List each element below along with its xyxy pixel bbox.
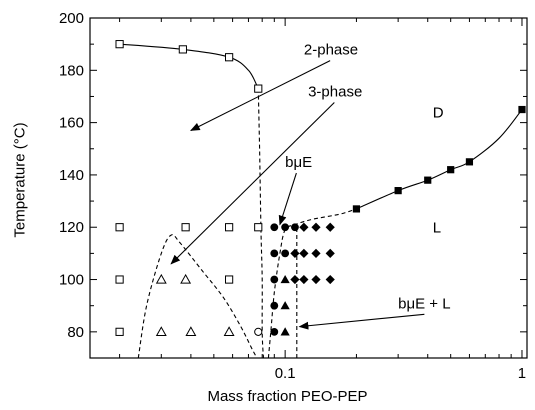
- filled-diamond-marker: [325, 222, 335, 232]
- open-triangle-marker: [155, 273, 167, 284]
- filled-circle-marker: [270, 249, 279, 258]
- open-square-marker: [254, 84, 263, 93]
- filled-diamond-marker: [299, 274, 309, 285]
- annotation-label: bμE + L: [398, 295, 450, 312]
- open-square-marker: [115, 275, 124, 284]
- filled-diamond-marker: [299, 248, 309, 258]
- filled-circle-marker: [270, 301, 279, 310]
- filled-square-marker: [518, 105, 526, 114]
- filled-circle-marker: [291, 223, 299, 232]
- filled-square-marker: [465, 158, 474, 166]
- open-square-marker: [115, 223, 124, 232]
- y-tick-label: 140: [59, 167, 84, 184]
- filled-diamond-marker: [311, 248, 321, 258]
- filled-diamond-marker: [311, 274, 321, 285]
- y-tick-label: 180: [59, 62, 84, 79]
- x-tick-label: 1: [518, 365, 526, 382]
- phase-boundary-curve: [137, 234, 258, 359]
- phase-boundary-curve: [356, 109, 523, 210]
- filled-diamond-marker: [299, 222, 309, 232]
- y-tick-label: 120: [59, 219, 84, 236]
- filled-square-marker: [424, 176, 432, 184]
- open-square-marker: [115, 40, 124, 49]
- annotation-label: 3-phase: [308, 83, 362, 100]
- x-axis-label: Mass fraction PEO-PEP: [207, 388, 368, 405]
- filled-circle-marker: [270, 275, 279, 284]
- annotation-label: D: [433, 104, 444, 121]
- filled-triangle-marker: [280, 301, 290, 310]
- open-triangle-marker: [180, 273, 192, 284]
- x-tick-label: 0.1: [275, 365, 296, 382]
- y-tick-label: 200: [59, 10, 84, 27]
- open-triangle-marker: [185, 326, 197, 336]
- open-square-marker: [254, 223, 263, 232]
- filled-square-marker: [394, 187, 402, 195]
- filled-square-marker: [447, 166, 455, 174]
- annotation-arrow: [278, 172, 297, 226]
- open-circle-marker: [254, 327, 263, 336]
- filled-diamond-marker: [311, 222, 321, 232]
- phase-boundary-curve: [267, 208, 357, 359]
- open-triangle-marker: [155, 326, 167, 336]
- filled-square-marker: [352, 205, 361, 213]
- y-tick-label: 100: [59, 272, 84, 289]
- filled-diamond-marker: [290, 274, 300, 285]
- annotation-arrow: [190, 60, 331, 131]
- filled-circle-marker: [270, 223, 279, 232]
- open-square-marker: [225, 53, 234, 62]
- phase-boundary-curve: [119, 43, 259, 89]
- annotation-label: bμE: [285, 154, 312, 171]
- open-square-marker: [178, 45, 187, 54]
- filled-circle-marker: [281, 223, 290, 232]
- y-tick-label: 80: [67, 324, 84, 341]
- y-tick-label: 160: [59, 115, 84, 132]
- annotation-arrow: [298, 313, 425, 330]
- open-square-marker: [115, 327, 124, 336]
- filled-triangle-marker: [280, 274, 290, 284]
- phase-boundary-curve: [257, 88, 265, 359]
- annotation-label: L: [433, 219, 441, 236]
- filled-diamond-marker: [325, 248, 335, 258]
- open-square-marker: [225, 223, 234, 232]
- filled-circle-marker: [281, 249, 290, 258]
- filled-diamond-marker: [325, 274, 335, 285]
- annotation-arrow: [170, 102, 335, 265]
- plot-frame: [89, 17, 528, 359]
- y-axis-label: Temperature (°C): [11, 122, 29, 238]
- filled-circle-marker: [270, 327, 279, 336]
- open-triangle-marker: [223, 326, 235, 336]
- filled-diamond-marker: [290, 248, 300, 258]
- open-square-marker: [181, 223, 190, 232]
- open-square-marker: [225, 275, 234, 284]
- annotation-label: 2-phase: [304, 42, 358, 59]
- filled-triangle-marker: [280, 327, 290, 336]
